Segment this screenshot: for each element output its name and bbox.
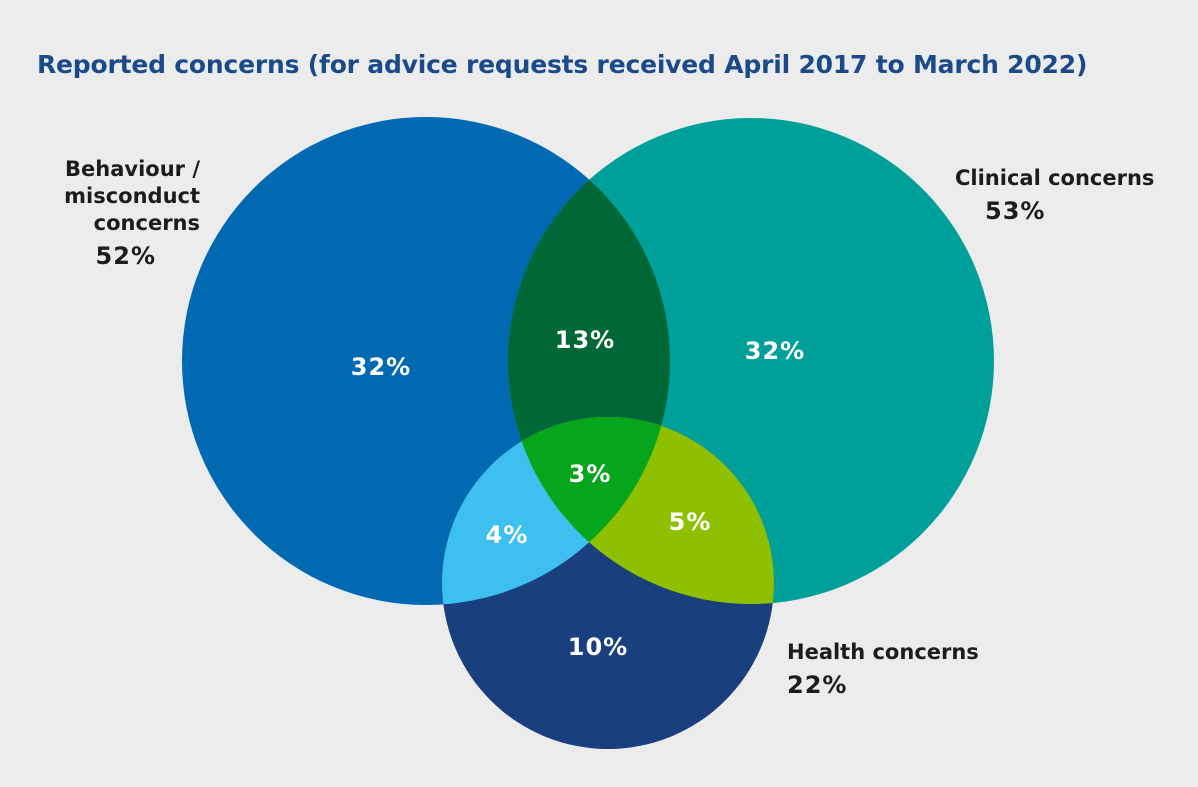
diagram-title: Reported concerns (for advice requests r… <box>37 50 1088 79</box>
behaviour-name-line: concerns <box>93 210 200 235</box>
clinical-health-value: 5% <box>669 508 712 536</box>
behaviour-total: 52% <box>95 241 156 270</box>
behaviour-set-name: Behaviour / misconduct concerns <box>40 156 200 237</box>
health-total: 22% <box>787 670 848 699</box>
clinical-only-value: 32% <box>745 337 805 365</box>
clinical-set-label: Clinical concerns 53% <box>955 165 1154 227</box>
health-set-name: Health concerns <box>787 640 979 664</box>
health-only-value: 10% <box>568 633 628 661</box>
health-set-label: Health concerns 22% <box>787 639 979 701</box>
all-three-value: 3% <box>569 460 612 488</box>
clinical-set-name: Clinical concerns <box>955 166 1155 190</box>
behaviour-health-value: 4% <box>486 521 529 549</box>
behaviour-set-label: Behaviour / misconduct concerns 52% <box>40 156 200 271</box>
behaviour-only-value: 32% <box>351 353 411 381</box>
behaviour-name-line: Behaviour / <box>65 157 200 181</box>
clinical-total: 53% <box>985 196 1046 225</box>
behaviour-name-line: misconduct <box>64 183 200 208</box>
behaviour-clinical-value: 13% <box>555 326 615 354</box>
